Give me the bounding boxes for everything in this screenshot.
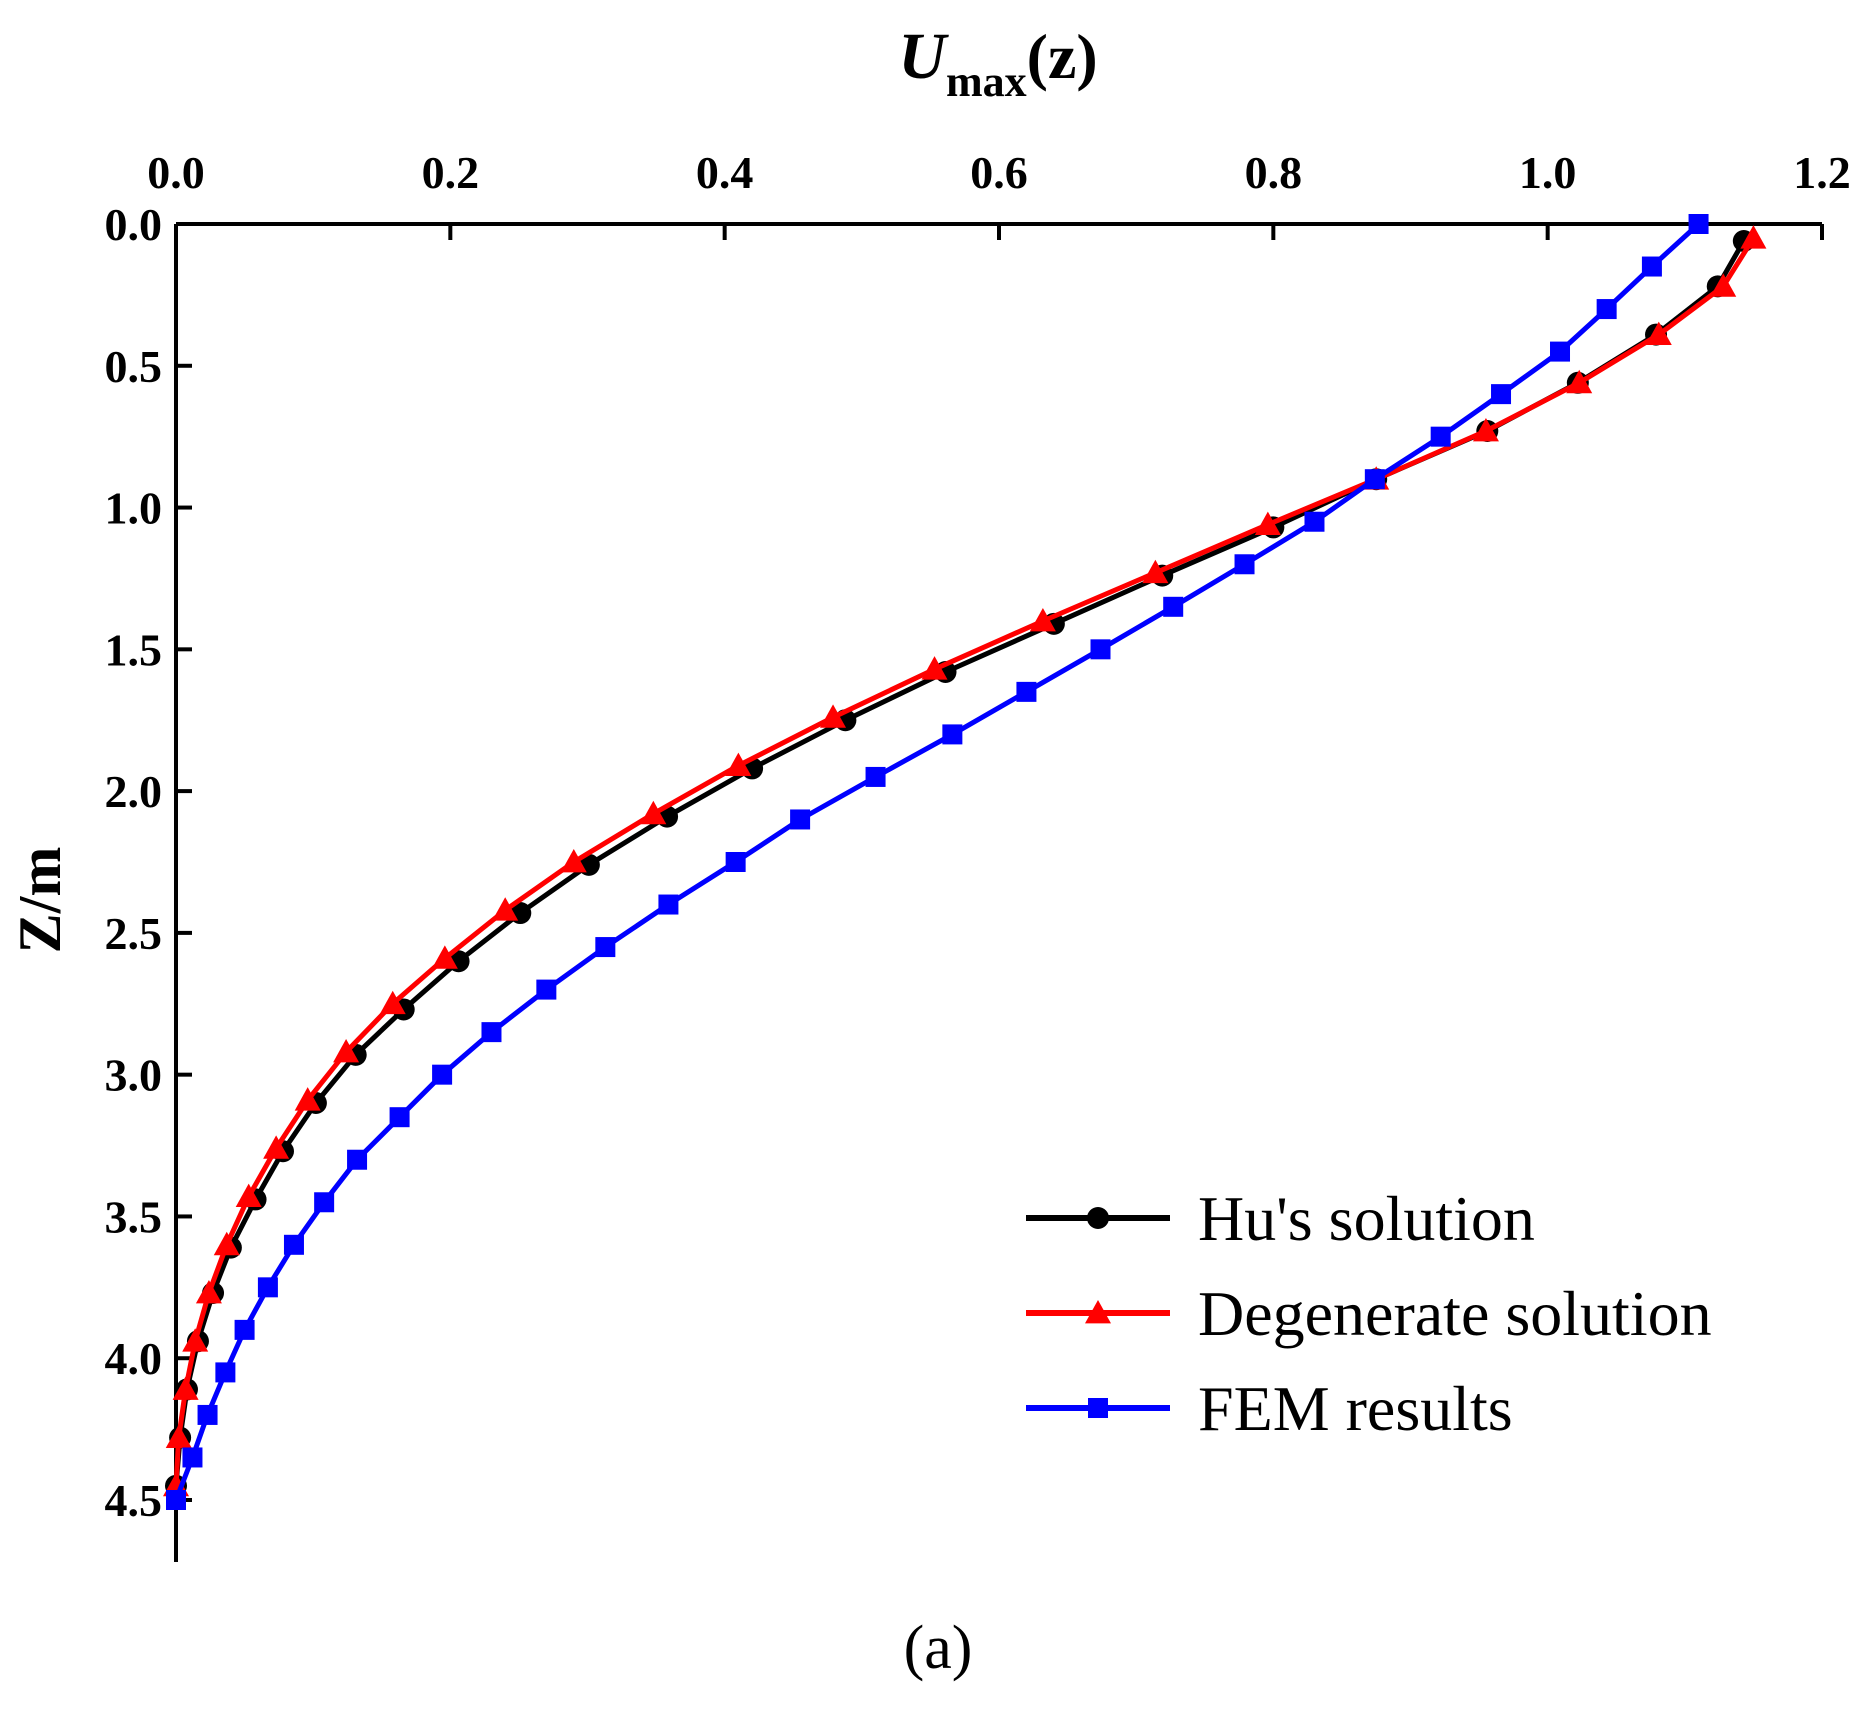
- data-point: [294, 1087, 321, 1111]
- data-point: [1430, 426, 1451, 447]
- data-point: [195, 1280, 222, 1304]
- y-tick-label: 4.0: [105, 1333, 163, 1384]
- data-point: [1254, 511, 1281, 535]
- y-tick-label: 0.5: [105, 341, 163, 392]
- data-point: [942, 724, 963, 745]
- y-tick-label: 3.0: [105, 1050, 163, 1101]
- data-point: [1645, 321, 1672, 345]
- legend-item: Hu's solution: [1026, 1183, 1535, 1254]
- legend-marker: [1088, 1398, 1108, 1418]
- data-point: [1029, 607, 1056, 632]
- data-point: [257, 1277, 278, 1298]
- data-point: [1596, 299, 1617, 320]
- data-point: [1491, 384, 1512, 405]
- data-point: [1710, 273, 1737, 297]
- data-point: [865, 766, 886, 787]
- data-point: [1142, 559, 1169, 584]
- data-point: [283, 1234, 304, 1255]
- data-point: [1550, 341, 1571, 362]
- legend-item: FEM results: [1026, 1373, 1513, 1444]
- data-point: [379, 990, 406, 1015]
- x-axis-title-sub: max: [946, 57, 1027, 106]
- series-layer: [163, 214, 1767, 1510]
- x-axis-title-tail: (z): [1027, 21, 1098, 92]
- x-axis-title: Umax(z): [898, 20, 1097, 106]
- x-tick-label: 0.0: [147, 147, 205, 198]
- data-point: [182, 1447, 203, 1468]
- data-point: [432, 1064, 453, 1085]
- data-point: [182, 1328, 209, 1352]
- data-point: [481, 1022, 502, 1043]
- legend-marker: [1085, 1300, 1111, 1324]
- x-tick-label: 0.8: [1245, 147, 1303, 198]
- y-tick-label: 2.5: [105, 908, 163, 959]
- data-point: [640, 800, 667, 825]
- data-point: [820, 704, 847, 728]
- data-point: [263, 1135, 290, 1159]
- legend-item: Degenerate solution: [1026, 1278, 1712, 1349]
- data-point: [492, 897, 519, 921]
- data-point: [1641, 256, 1662, 277]
- axes: 0.0 0.2 0.4 0.6 0.8 1.0 1.2 0.0 0.5 1.0 1.5 2.0 2.5 3…: [105, 147, 1851, 1562]
- legend-label: Degenerate solution: [1198, 1278, 1712, 1349]
- data-point: [1163, 596, 1184, 617]
- data-point: [595, 937, 616, 958]
- data-point: [347, 1149, 368, 1170]
- data-point: [1472, 417, 1499, 442]
- legend-marker: [1087, 1207, 1109, 1229]
- legend-label: Hu's solution: [1198, 1183, 1535, 1254]
- y-tick-label: 1.0: [105, 483, 163, 534]
- y-tick-label: 0.0: [105, 199, 163, 250]
- data-point: [1234, 554, 1255, 575]
- legend: Hu's solution Degenerate solution FEM resu…: [1026, 1183, 1712, 1444]
- x-tick-label: 1.0: [1519, 147, 1577, 198]
- data-point: [389, 1107, 410, 1128]
- y-axis-title: Z/m: [7, 847, 73, 954]
- data-point: [560, 849, 587, 873]
- x-tick-label: 0.4: [696, 147, 754, 198]
- data-point: [536, 979, 557, 1000]
- y-tick-label: 3.5: [105, 1191, 163, 1242]
- data-point: [921, 656, 948, 680]
- y-tick-label: 4.5: [105, 1475, 163, 1526]
- x-tick-label: 1.2: [1793, 147, 1851, 198]
- x-tick-label: 0.6: [970, 147, 1028, 198]
- legend-label: FEM results: [1198, 1373, 1513, 1444]
- data-point: [166, 1490, 186, 1510]
- data-point: [431, 945, 458, 969]
- y-tick-label: 2.0: [105, 766, 163, 817]
- data-point: [1016, 681, 1037, 702]
- data-point: [790, 809, 811, 830]
- series-2: [166, 214, 1709, 1510]
- data-point: [1688, 214, 1709, 234]
- y-tick-label: 1.5: [105, 624, 163, 675]
- data-point: [215, 1362, 236, 1383]
- data-point: [725, 752, 752, 776]
- data-point: [725, 852, 746, 872]
- data-point: [165, 1424, 192, 1449]
- data-point: [1304, 511, 1325, 532]
- panel-label: (a): [904, 1614, 973, 1682]
- data-point: [658, 894, 679, 915]
- data-point: [234, 1319, 255, 1340]
- data-point: [1740, 225, 1767, 249]
- data-point: [172, 1376, 199, 1400]
- series-1: [163, 225, 1767, 1497]
- data-point: [314, 1192, 335, 1213]
- data-point: [235, 1183, 262, 1207]
- data-point: [333, 1038, 360, 1063]
- x-axis-title-main: U: [898, 20, 949, 93]
- x-tick-label: 0.2: [422, 147, 480, 198]
- data-point: [1364, 469, 1385, 490]
- data-point: [213, 1231, 240, 1256]
- data-point: [1090, 639, 1111, 660]
- data-point: [197, 1404, 218, 1425]
- data-point: [1566, 369, 1593, 394]
